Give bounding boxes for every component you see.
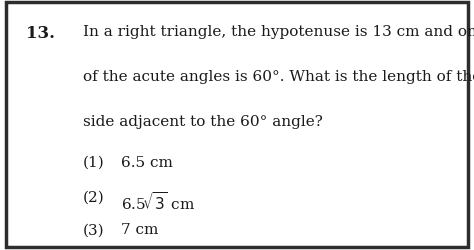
Text: (3): (3)	[83, 222, 105, 236]
Text: (1): (1)	[83, 155, 105, 169]
Text: $\mathregular{6.5}\!\sqrt{3}\ \mathregular{cm}$: $\mathregular{6.5}\!\sqrt{3}\ \mathregul…	[121, 190, 195, 212]
Text: 7 cm: 7 cm	[121, 222, 158, 236]
Text: In a right triangle, the hypotenuse is 13 cm and one: In a right triangle, the hypotenuse is 1…	[83, 25, 474, 39]
Text: (2): (2)	[83, 190, 105, 204]
Text: 6.5 cm: 6.5 cm	[121, 155, 173, 169]
Text: 13.: 13.	[26, 25, 55, 42]
Text: of the acute angles is 60°. What is the length of the: of the acute angles is 60°. What is the …	[83, 70, 474, 84]
Text: side adjacent to the 60° angle?: side adjacent to the 60° angle?	[83, 115, 323, 129]
